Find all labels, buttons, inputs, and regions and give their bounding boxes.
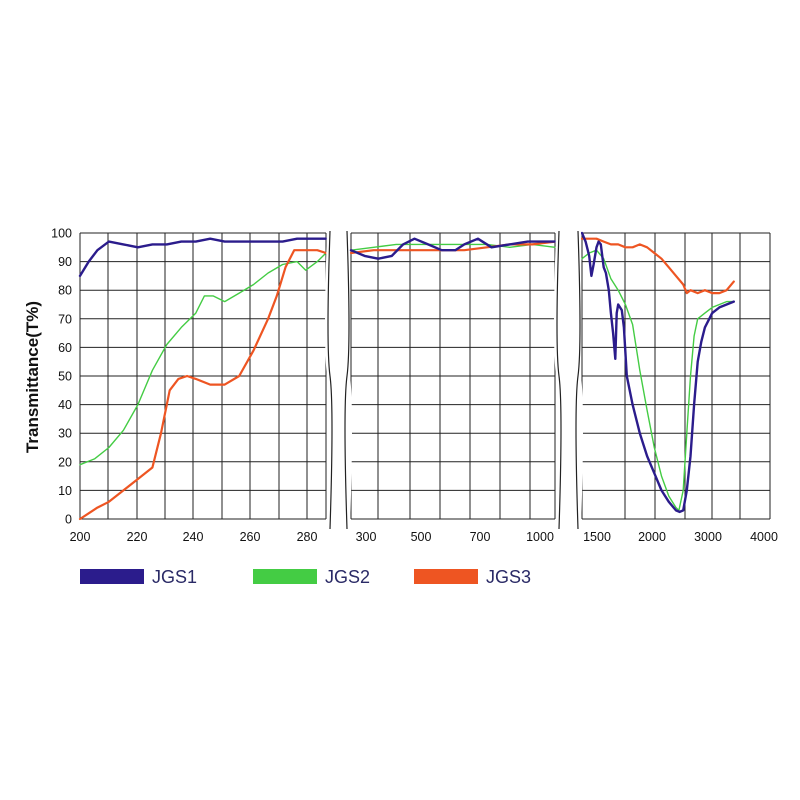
axis-break-gap [554,231,583,529]
y-tick-label: 80 [58,284,72,298]
y-tick-label: 60 [58,341,72,355]
legend: JGS1 JGS2 JGS3 [80,567,531,587]
x-tick-label: 4000 [750,530,778,544]
axis-break-line [575,230,581,530]
legend-label-jgs3: JGS3 [486,567,531,587]
y-tick-label: 90 [58,255,72,269]
x-tick-label: 1500 [583,530,611,544]
y-tick-label: 70 [58,312,72,326]
legend-swatch-jgs2 [253,569,317,584]
y-tick-label: 0 [65,513,72,527]
x-tick-label: 280 [297,530,318,544]
legend-swatch-jgs3 [414,569,478,584]
series-line-jgs1-panel-1 [78,237,328,278]
y-tick-label: 100 [51,227,72,241]
series-line-jgs1-panel-3 [580,231,735,514]
x-tick-label: 500 [411,530,432,544]
x-tick-label: 1000 [526,530,554,544]
axis-break-line [556,230,562,530]
series-line-jgs2-panel-1 [79,252,327,466]
y-tick-label: 40 [58,398,72,412]
x-tick-label: 200 [70,530,91,544]
x-tick-label: 240 [183,530,204,544]
series-line-jgs2-panel-2 [350,243,556,251]
series-line-jgs3-panel-1 [78,249,328,521]
axis-break-line [344,230,350,530]
x-tick-label: 300 [356,530,377,544]
data-layer [78,231,735,521]
y-tick-label: 30 [58,427,72,441]
y-tick-label: 20 [58,455,72,469]
series-line-jgs2-panel-3 [581,249,735,512]
legend-label-jgs2: JGS2 [325,567,370,587]
x-tick-label: 3000 [694,530,722,544]
legend-label-jgs1: JGS1 [152,567,197,587]
tick-labels: 0 10 20 30 40 50 60 70 80 90 100 200 220 240 260 280 300… [51,227,778,545]
x-tick-label: 2000 [638,530,666,544]
series-line-jgs3-panel-3 [580,237,735,295]
axis-break-line [327,230,333,530]
grid-layer [79,232,771,520]
series-line-jgs1-panel-2 [349,237,557,260]
y-axis-label: Transmittance(T%) [23,301,42,453]
x-tick-label: 220 [127,530,148,544]
y-tick-label: 50 [58,370,72,384]
y-tick-label: 10 [58,484,72,498]
axis-breaks [325,230,583,530]
x-tick-label: 260 [240,530,261,544]
x-tick-label: 700 [470,530,491,544]
legend-swatch-jgs1 [80,569,144,584]
